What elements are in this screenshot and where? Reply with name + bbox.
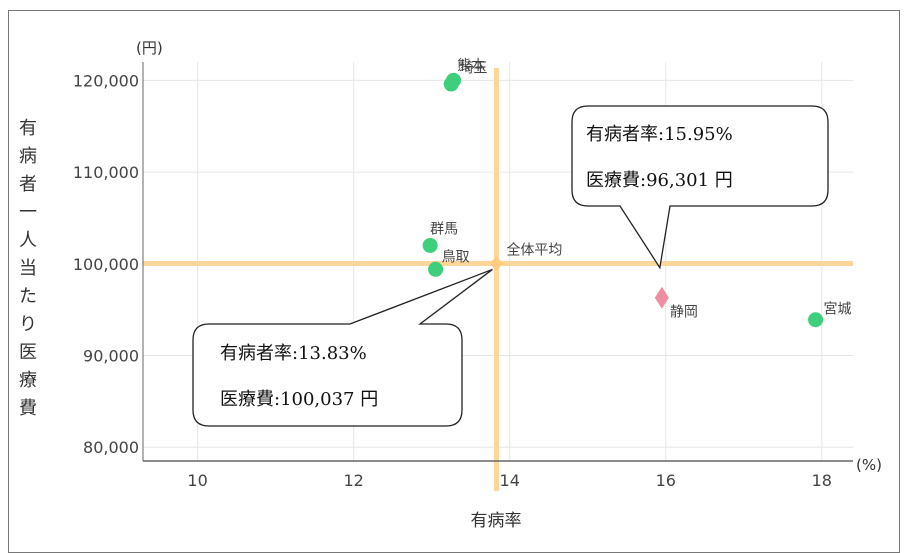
tick-labels: 10 12 14 16 18 80,000 90,000 100,000 110,000 120,… bbox=[73, 71, 832, 490]
callout-bubble-average bbox=[192, 268, 493, 427]
callout-bubble-shizuoka bbox=[571, 105, 829, 270]
x-tick-label: 12 bbox=[343, 471, 363, 490]
y-tick-label: 100,000 bbox=[73, 255, 139, 274]
y-tick-label: 90,000 bbox=[83, 347, 139, 366]
y-axis-title-char: 病 bbox=[19, 146, 37, 167]
x-unit-label: (%) bbox=[856, 456, 882, 474]
callout-average-rate: 有病者率:13.83% bbox=[220, 343, 367, 364]
point-circle bbox=[446, 72, 462, 88]
callout-shizuoka-cost: 医療費:96,301 円 bbox=[586, 170, 733, 191]
point-label: 群馬 bbox=[430, 221, 458, 237]
y-unit-label: (円) bbox=[136, 39, 163, 57]
point-circle bbox=[428, 261, 444, 277]
y-tick-label: 80,000 bbox=[83, 438, 139, 457]
y-axis-title-char: 有 bbox=[19, 118, 37, 139]
callout-average-cost: 医療費:100,037 円 bbox=[220, 389, 379, 410]
y-axis-title-char: 当 bbox=[19, 258, 37, 279]
point-label: 熊本 bbox=[457, 58, 485, 74]
axes bbox=[142, 62, 853, 462]
y-axis-title-char: 費 bbox=[19, 398, 37, 419]
point-label: 宮城 bbox=[824, 302, 852, 318]
y-axis-title-char: 療 bbox=[19, 370, 37, 391]
y-axis-title-char: た bbox=[19, 286, 37, 307]
x-axis-title: 有病率 bbox=[471, 511, 522, 531]
point-label: 鳥取 bbox=[442, 249, 470, 265]
point-label: 静岡 bbox=[670, 305, 698, 321]
y-axis-title-char: 者 bbox=[19, 174, 37, 195]
y-tick-label: 120,000 bbox=[73, 71, 139, 90]
point-circle bbox=[422, 237, 438, 253]
y-axis-title-char: 医 bbox=[19, 342, 37, 363]
average-point bbox=[489, 256, 504, 271]
x-tick-label: 10 bbox=[187, 471, 207, 490]
y-axis-title-char: り bbox=[19, 314, 37, 335]
point-diamond bbox=[654, 286, 669, 309]
x-tick-label: 14 bbox=[500, 471, 520, 490]
y-axis-title-char: 人 bbox=[19, 230, 37, 251]
callout-shizuoka-rate: 有病者率:15.95% bbox=[586, 124, 733, 145]
x-tick-label: 16 bbox=[656, 471, 676, 490]
x-tick-label: 18 bbox=[812, 471, 832, 490]
chart-frame bbox=[8, 10, 900, 553]
point-label: 埼玉 bbox=[460, 60, 488, 76]
average-label: 全体平均 bbox=[506, 241, 562, 258]
callouts bbox=[192, 105, 829, 427]
y-tick-label: 110,000 bbox=[73, 163, 139, 182]
y-axis-title-char: 一 bbox=[19, 202, 37, 223]
point-circle bbox=[808, 312, 824, 328]
